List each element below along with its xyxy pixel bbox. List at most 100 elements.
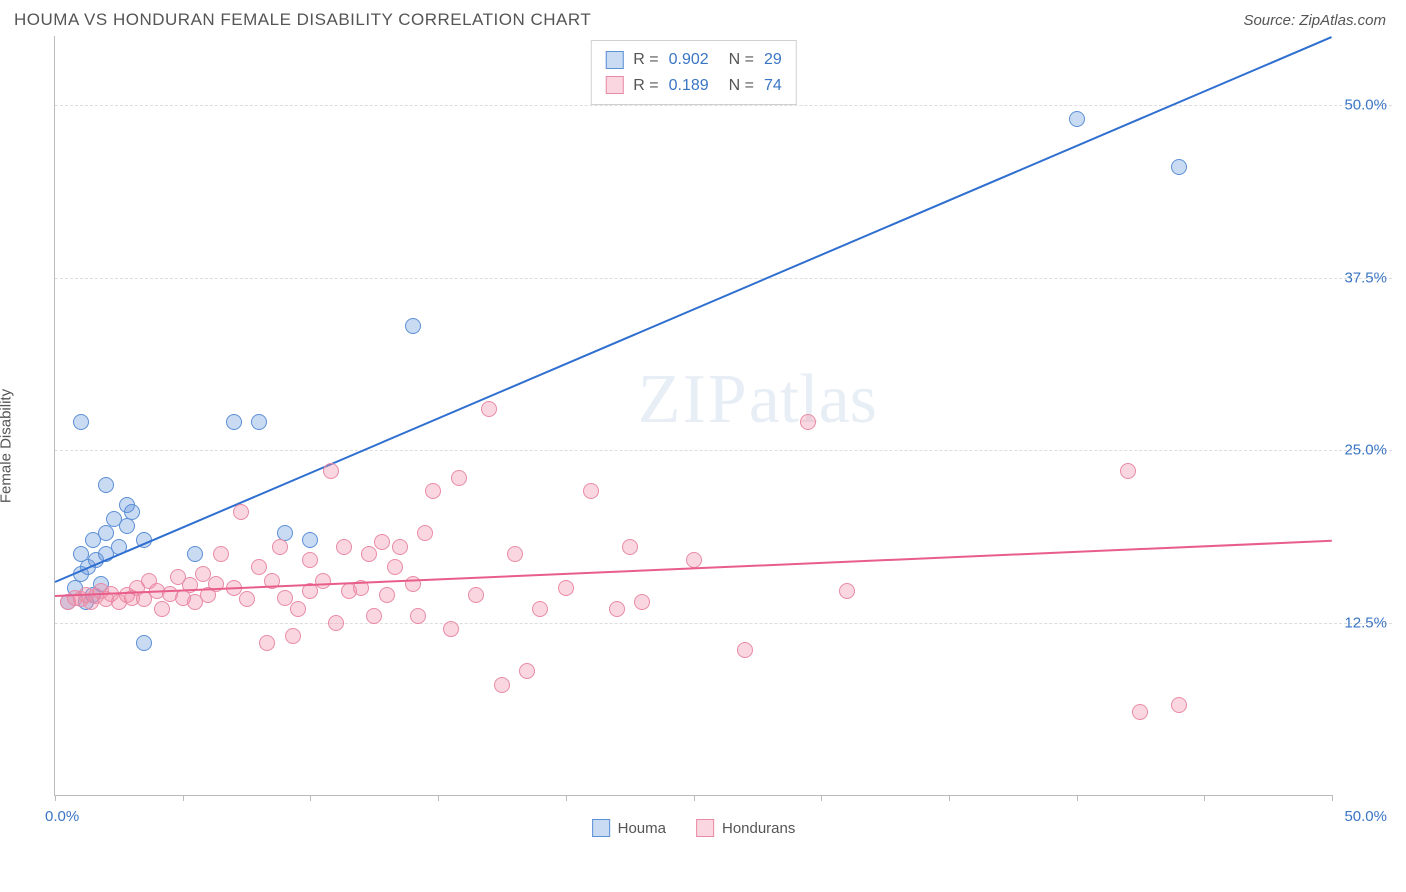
x-tick: [438, 795, 439, 801]
gridline: [55, 105, 1392, 106]
stat-r-hondurans: 0.189: [669, 73, 719, 99]
legend-label-houma: Houma: [618, 820, 666, 837]
y-tick-label: 50.0%: [1344, 97, 1387, 114]
data-point-hondurans: [410, 608, 426, 624]
data-point-hondurans: [272, 539, 288, 555]
data-point-houma: [251, 414, 267, 430]
stat-r-label: R =: [633, 73, 658, 99]
data-point-hondurans: [417, 525, 433, 541]
data-point-hondurans: [1120, 463, 1136, 479]
data-point-houma: [302, 532, 318, 548]
x-tick: [949, 795, 950, 801]
data-point-hondurans: [323, 463, 339, 479]
y-tick-label: 12.5%: [1344, 614, 1387, 631]
x-axis-max-label: 50.0%: [1344, 808, 1387, 825]
data-point-hondurans: [328, 615, 344, 631]
data-point-hondurans: [336, 539, 352, 555]
data-point-hondurans: [361, 546, 377, 562]
data-point-hondurans: [558, 580, 574, 596]
swatch-houma: [605, 51, 623, 69]
data-point-houma: [1069, 111, 1085, 127]
data-point-hondurans: [213, 546, 229, 562]
data-point-houma: [226, 414, 242, 430]
data-point-hondurans: [425, 483, 441, 499]
x-axis-min-label: 0.0%: [45, 808, 79, 825]
data-point-hondurans: [800, 414, 816, 430]
data-point-houma: [136, 635, 152, 651]
x-tick: [1077, 795, 1078, 801]
trend-line-hondurans: [55, 540, 1332, 597]
data-point-hondurans: [481, 401, 497, 417]
data-point-hondurans: [494, 677, 510, 693]
stats-box: R = 0.902 N = 29 R = 0.189 N = 74: [590, 40, 796, 105]
y-axis-label: Female Disability: [0, 389, 15, 503]
data-point-hondurans: [233, 504, 249, 520]
data-point-hondurans: [379, 587, 395, 603]
stat-r-houma: 0.902: [669, 47, 719, 73]
data-point-hondurans: [251, 559, 267, 575]
x-tick: [55, 795, 56, 801]
data-point-hondurans: [634, 594, 650, 610]
x-tick: [1204, 795, 1205, 801]
gridline: [55, 623, 1392, 624]
stat-n-houma: 29: [764, 47, 782, 73]
gridline: [55, 278, 1392, 279]
legend-label-hondurans: Hondurans: [722, 820, 795, 837]
legend: Houma Hondurans: [592, 819, 796, 837]
data-point-hondurans: [1171, 697, 1187, 713]
legend-swatch-houma: [592, 819, 610, 837]
x-tick: [566, 795, 567, 801]
scatter-plot: ZIPatlas R = 0.902 N = 29 R = 0.189 N = …: [54, 36, 1332, 796]
data-point-houma: [405, 318, 421, 334]
data-point-hondurans: [737, 642, 753, 658]
x-tick: [821, 795, 822, 801]
chart-title: HOUMA VS HONDURAN FEMALE DISABILITY CORR…: [14, 10, 591, 30]
data-point-hondurans: [519, 663, 535, 679]
stat-n-label: N =: [729, 47, 754, 73]
watermark: ZIPatlas: [638, 360, 877, 440]
data-point-houma: [119, 518, 135, 534]
data-point-hondurans: [609, 601, 625, 617]
source-label: Source: ZipAtlas.com: [1243, 12, 1386, 29]
x-tick: [310, 795, 311, 801]
data-point-hondurans: [374, 534, 390, 550]
data-point-hondurans: [468, 587, 484, 603]
legend-swatch-hondurans: [696, 819, 714, 837]
data-point-houma: [98, 477, 114, 493]
data-point-hondurans: [686, 552, 702, 568]
data-point-hondurans: [154, 601, 170, 617]
data-point-hondurans: [532, 601, 548, 617]
data-point-hondurans: [507, 546, 523, 562]
data-point-hondurans: [259, 635, 275, 651]
stat-r-label: R =: [633, 47, 658, 73]
data-point-hondurans: [443, 621, 459, 637]
data-point-houma: [1171, 159, 1187, 175]
data-point-hondurans: [387, 559, 403, 575]
data-point-hondurans: [239, 591, 255, 607]
data-point-hondurans: [285, 628, 301, 644]
x-tick: [1332, 795, 1333, 801]
data-point-hondurans: [451, 470, 467, 486]
data-point-hondurans: [392, 539, 408, 555]
trend-line-houma: [55, 36, 1333, 583]
data-point-hondurans: [405, 576, 421, 592]
data-point-hondurans: [290, 601, 306, 617]
data-point-hondurans: [839, 583, 855, 599]
stat-n-label: N =: [729, 73, 754, 99]
data-point-houma: [187, 546, 203, 562]
data-point-hondurans: [583, 483, 599, 499]
x-tick: [183, 795, 184, 801]
stat-n-hondurans: 74: [764, 73, 782, 99]
data-point-houma: [124, 504, 140, 520]
gridline: [55, 450, 1392, 451]
data-point-hondurans: [366, 608, 382, 624]
chart-container: Female Disability ZIPatlas R = 0.902 N =…: [14, 36, 1392, 856]
swatch-hondurans: [605, 76, 623, 94]
data-point-hondurans: [1132, 704, 1148, 720]
legend-item-houma: Houma: [592, 819, 666, 837]
stats-row-houma: R = 0.902 N = 29: [605, 47, 781, 73]
stats-row-hondurans: R = 0.189 N = 74: [605, 73, 781, 99]
data-point-hondurans: [302, 552, 318, 568]
legend-item-hondurans: Hondurans: [696, 819, 795, 837]
x-tick: [694, 795, 695, 801]
